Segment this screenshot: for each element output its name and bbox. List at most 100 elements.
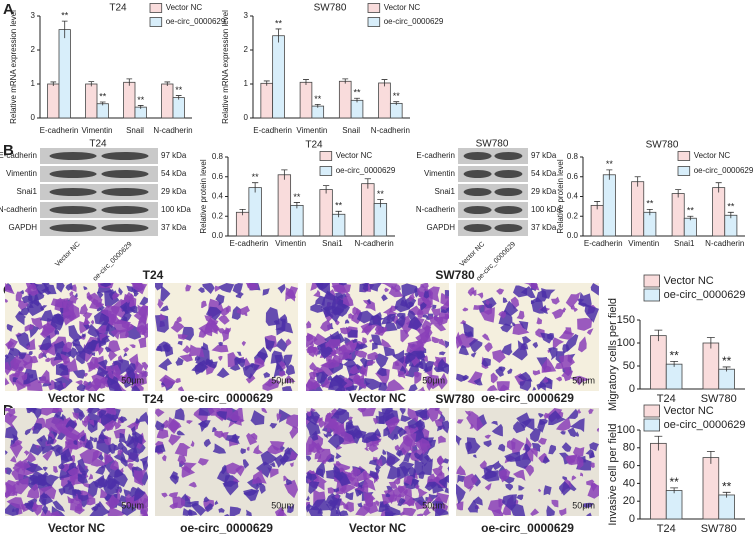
cell [52, 500, 66, 512]
cell [416, 309, 423, 316]
cell [548, 444, 557, 455]
blot-band [101, 206, 149, 214]
significance-marker: ** [293, 192, 301, 202]
cell [512, 285, 528, 298]
cell [550, 296, 560, 305]
cell [307, 345, 318, 358]
cell [25, 451, 36, 463]
cell [327, 487, 336, 494]
cell [565, 334, 579, 353]
cell [86, 412, 103, 429]
legend-swatch [149, 17, 163, 27]
cell [250, 432, 258, 440]
cell [320, 319, 332, 332]
cell [447, 466, 449, 472]
error-bar [281, 169, 288, 180]
y-tick-label: 0.6 [212, 172, 224, 181]
cell [86, 291, 93, 301]
error-bar [670, 361, 679, 367]
cell [538, 488, 542, 493]
cell [456, 331, 463, 349]
cell [434, 492, 449, 504]
cell [15, 291, 23, 303]
cell [81, 420, 89, 428]
cell [512, 469, 526, 482]
cell [404, 352, 417, 365]
cell [232, 434, 240, 441]
cell [514, 451, 532, 469]
error-bar [293, 202, 301, 209]
error-bar [164, 81, 171, 87]
cell [188, 481, 197, 488]
cell [131, 384, 141, 391]
bar [319, 189, 333, 237]
x-tick-label: T24 [657, 523, 676, 535]
cell [584, 304, 599, 323]
cell [337, 348, 351, 361]
error-bar [381, 79, 388, 87]
blot-band [49, 188, 97, 196]
cell [322, 459, 326, 464]
cell [397, 497, 406, 507]
cell [316, 445, 326, 454]
error-bar [61, 20, 68, 39]
cell [327, 433, 345, 449]
cell [339, 327, 353, 335]
cell [328, 374, 345, 388]
cell [84, 465, 88, 470]
bar [58, 29, 71, 119]
image-group-title: SW780 [435, 392, 475, 406]
cell [516, 494, 524, 501]
cell [428, 481, 445, 494]
cell [357, 502, 363, 508]
cell [86, 361, 96, 370]
cell [384, 287, 389, 293]
cell [135, 418, 141, 424]
cell [122, 304, 128, 312]
cell [362, 283, 369, 288]
bar [702, 457, 720, 520]
error-bar [263, 80, 270, 86]
cell [105, 494, 121, 510]
size-label: 54 kDa [161, 169, 187, 178]
cell [524, 443, 531, 454]
blot-band [463, 188, 492, 196]
cell [516, 412, 532, 429]
blot-strip [458, 148, 528, 164]
cell [81, 470, 89, 477]
cell [113, 421, 122, 430]
bar [373, 203, 388, 237]
cell [467, 287, 475, 297]
y-tick-label: 2 [31, 45, 36, 54]
cell [569, 375, 590, 386]
cell [333, 487, 340, 493]
image-label: Vector NC [48, 391, 106, 405]
y-tick-label: 0.8 [212, 152, 224, 161]
cell [66, 347, 78, 359]
cell [130, 305, 138, 313]
cell [375, 463, 382, 471]
cell [67, 467, 79, 478]
cell [432, 304, 437, 310]
cell [240, 448, 246, 455]
cell [278, 370, 285, 377]
cell [96, 366, 109, 378]
cell [551, 308, 565, 319]
cell [54, 327, 60, 335]
cell [168, 492, 179, 499]
error-bar [634, 176, 641, 187]
legend-label: oe-circ_0000629 [166, 17, 226, 26]
cell [306, 495, 310, 502]
cell [76, 350, 86, 365]
legend-swatch [643, 288, 661, 302]
cell [177, 341, 183, 346]
cell [342, 503, 349, 510]
significance-marker: ** [377, 189, 385, 199]
cell [552, 337, 565, 350]
cell [121, 504, 137, 516]
cell [491, 423, 503, 437]
bar [47, 83, 60, 119]
cell [269, 462, 276, 467]
panel-label: B [3, 142, 14, 159]
cell [369, 470, 379, 480]
